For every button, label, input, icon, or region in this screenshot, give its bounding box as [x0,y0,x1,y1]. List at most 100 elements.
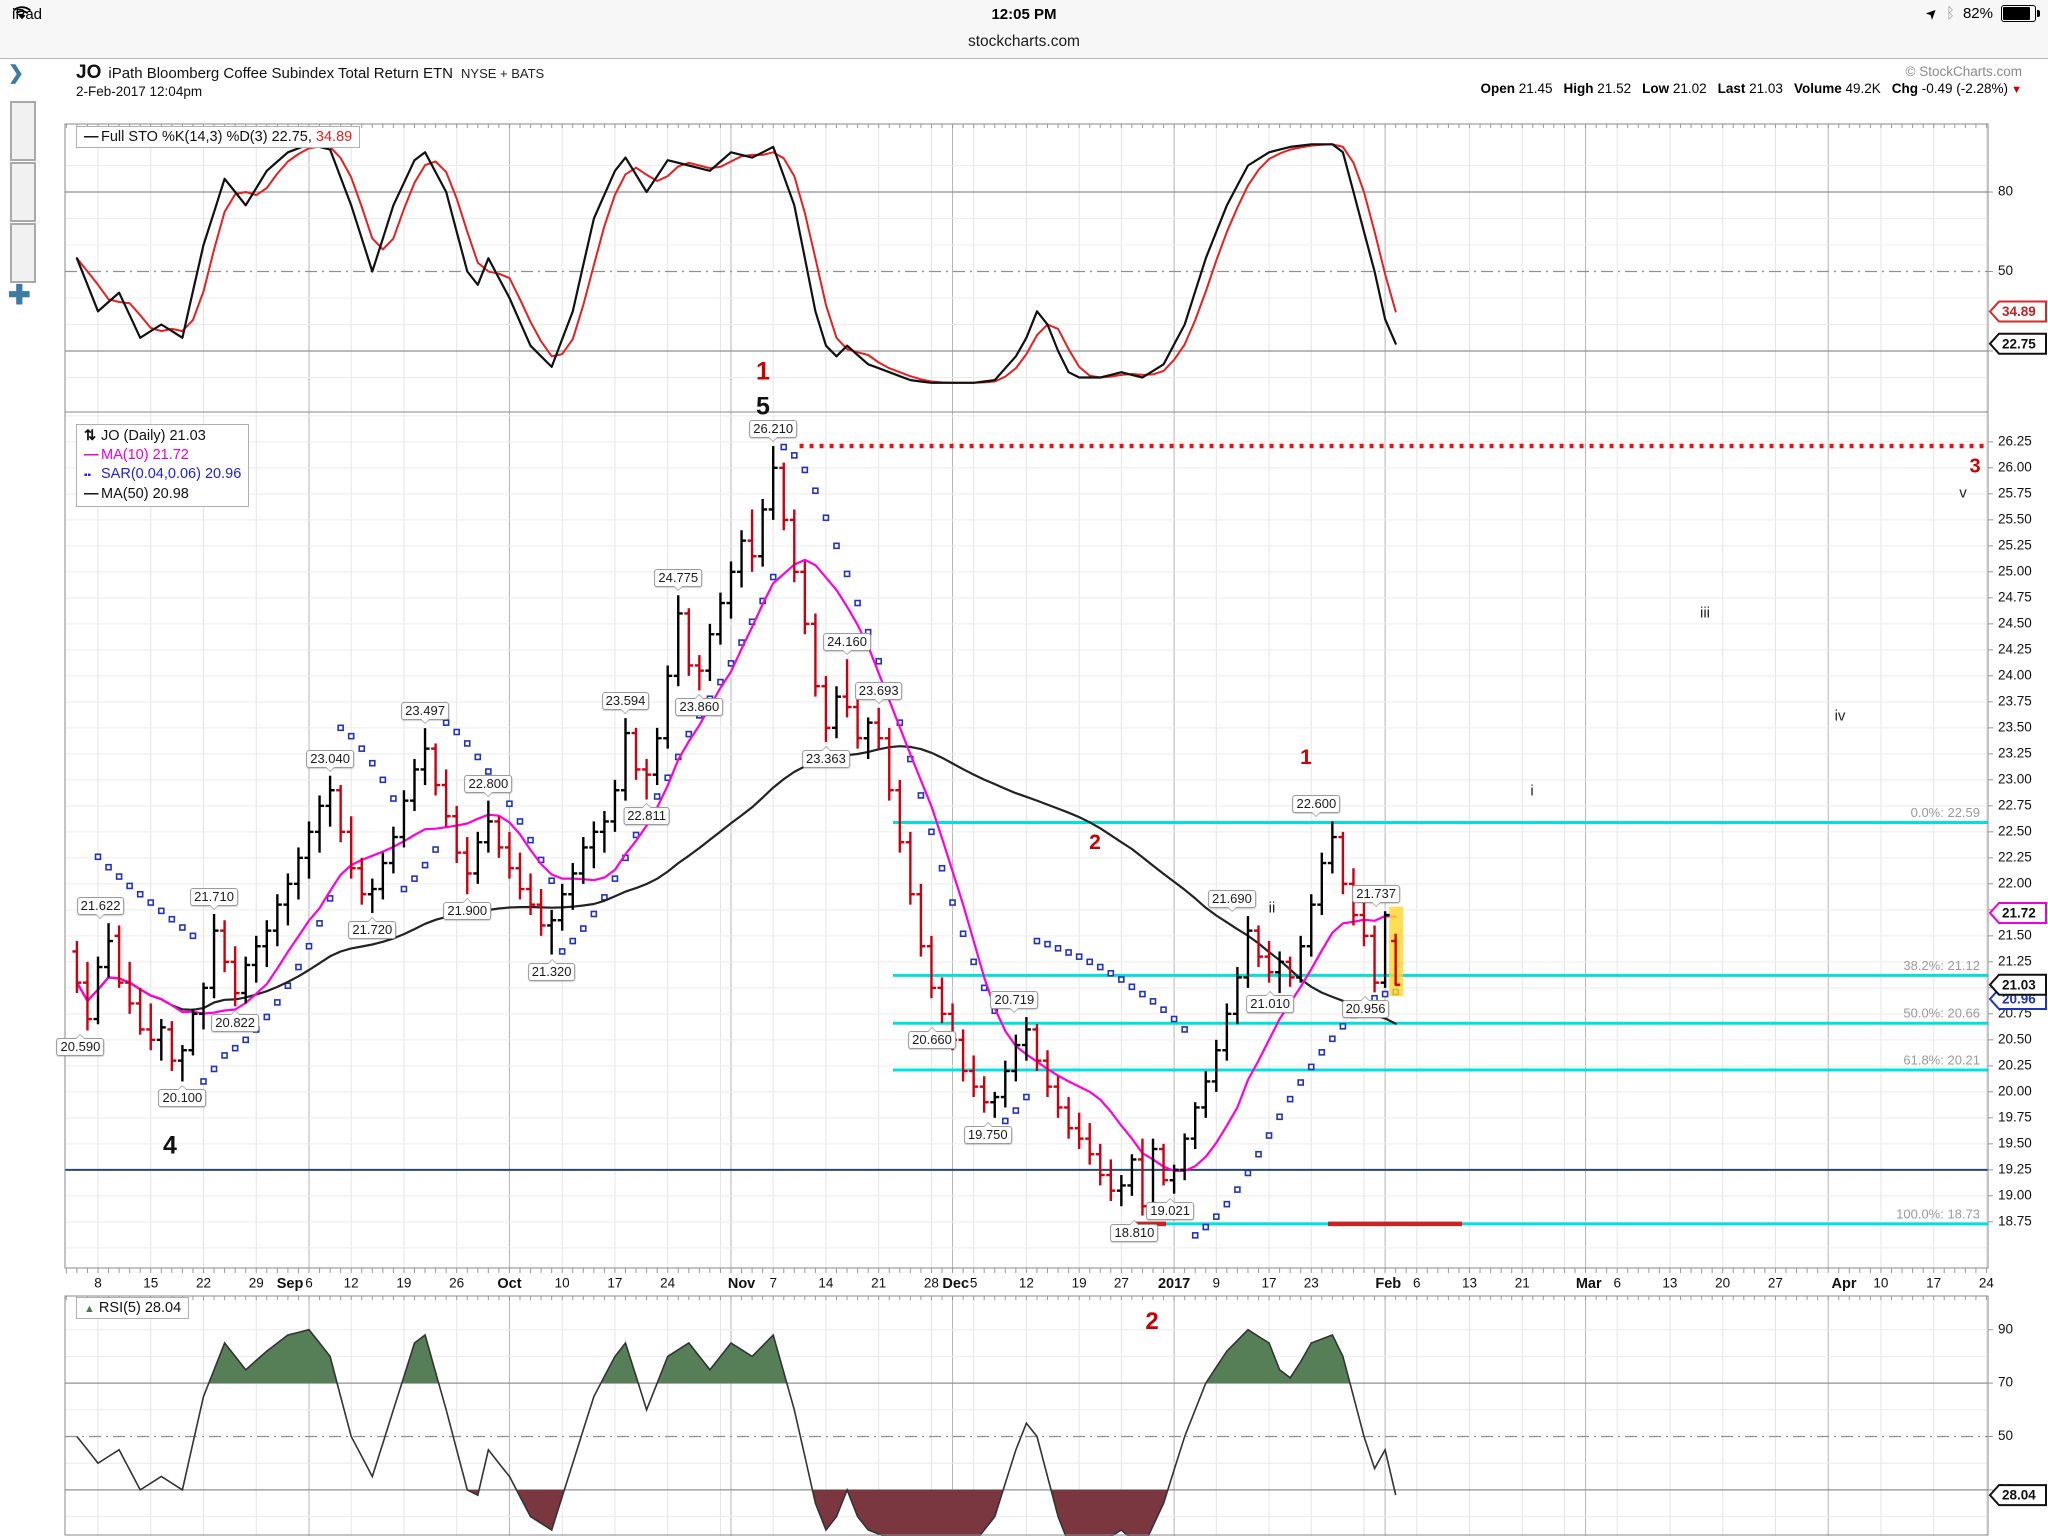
wave-label: iii [1700,604,1710,622]
rsi-legend: ▲ RSI(5) 28.04 [76,1297,190,1319]
price-label: 20.956 [1341,996,1390,1019]
rsi-value: 28.04 [144,1300,182,1316]
price-label: 21.690 [1208,890,1256,913]
svg-text:Dec: Dec [942,1276,969,1292]
svg-text:24.25: 24.25 [1998,641,2032,656]
wave-label: 4 [163,1131,177,1160]
svg-text:13: 13 [1462,1276,1477,1291]
svg-text:27: 27 [1114,1276,1129,1291]
clock: 12:05 PM [991,6,1057,23]
wave-label: iv [1834,707,1846,725]
svg-text:20.50: 20.50 [1998,1031,2032,1046]
change-down-arrow-icon: ▼ [2008,84,2022,96]
add-indicator-button[interactable]: ✚ [8,280,31,310]
wave-label: v [1959,484,1967,502]
svg-text:24.00: 24.00 [1998,667,2032,682]
price-label: 19.750 [963,1121,1012,1144]
svg-text:21.25: 21.25 [1998,953,2032,968]
stochastic-k-value: 22.75, [271,129,312,145]
rsi-legend-label: RSI(5) [98,1300,141,1316]
svg-text:19.25: 19.25 [1998,1161,2032,1176]
bluetooth-icon: ᛒ [1945,5,1955,22]
svg-text:0.0%: 22.59: 0.0%: 22.59 [1911,805,1980,820]
device-label: iPad [12,6,43,23]
svg-text:19: 19 [396,1276,411,1291]
svg-text:24.50: 24.50 [1998,615,2032,630]
status-bar: iPad 12:05 PM ➤ ᛒ 82% stockcharts.com [0,0,2048,59]
svg-text:23.50: 23.50 [1998,719,2032,734]
svg-text:17: 17 [607,1276,622,1291]
svg-text:10: 10 [1873,1276,1888,1291]
quote-low-label: Low [1642,81,1670,96]
wave-label: 1 [756,357,770,386]
svg-text:6: 6 [1613,1276,1621,1291]
price-legend-sar: SAR(0.04,0.06) 20.96 [101,466,242,482]
price-label: 23.860 [675,694,724,717]
quote-open-label: Open [1480,81,1515,96]
svg-text:19: 19 [1072,1276,1087,1291]
sidebar-expand-chevron[interactable]: ❯ [8,63,24,84]
svg-text:18.75: 18.75 [1998,1213,2032,1228]
svg-text:Mar: Mar [1576,1276,1602,1292]
svg-text:12: 12 [344,1276,359,1291]
price-label: 20.590 [56,1034,105,1057]
price-label: 22.811 [623,803,670,826]
svg-text:2017: 2017 [1158,1276,1190,1292]
svg-text:24.75: 24.75 [1998,589,2032,604]
svg-text:22.25: 22.25 [1998,849,2032,864]
wave-label: i [1530,782,1534,800]
svg-text:21.72: 21.72 [2002,906,2036,921]
panel-slot-button-3[interactable] [10,223,36,283]
svg-text:15: 15 [143,1276,158,1291]
svg-text:12: 12 [1019,1276,1034,1291]
line-swatch-icon: — [84,129,99,145]
svg-text:10: 10 [555,1276,570,1291]
price-label: 23.040 [306,749,354,772]
svg-text:50.0%: 20.66: 50.0%: 20.66 [1903,1006,1980,1021]
quote-volume-value: 49.2K [1841,81,1881,96]
wave-label: 3 [1969,455,1981,478]
price-legend-ma10: MA(10) 21.72 [101,447,189,463]
ma50-swatch-icon: — [84,486,99,502]
stockcharts-credit: © StockCharts.com [1905,64,2022,79]
stochastic-legend: — Full STO %K(14,3) %D(3) 22.75, 34.89 [76,126,361,148]
svg-text:26.00: 26.00 [1998,459,2032,474]
ohlc-icon: ⇅ [84,428,97,444]
quote-high-label: High [1563,81,1594,96]
panel-slot-button-2[interactable] [10,162,36,222]
svg-text:23: 23 [1304,1276,1319,1291]
svg-text:70: 70 [1998,1375,2013,1390]
price-legend-ma50: MA(50) 20.98 [101,486,189,502]
svg-text:25.00: 25.00 [1998,563,2032,578]
svg-text:17: 17 [1262,1276,1277,1291]
svg-text:26: 26 [449,1276,464,1291]
quote-open-value: 21.45 [1515,81,1553,96]
quote-summary: Open 21.45 High 21.52 Low 21.02 Last 21.03 V… [1469,81,2022,96]
ticker-symbol: JO [76,62,102,83]
quote-chg-label: Chg [1891,81,1918,96]
browser-site-title[interactable]: stockcharts.com [968,33,1080,50]
panel-slot-button-1[interactable] [10,101,36,161]
exchange-label: NYSE + BATS [461,66,545,81]
price-label: 24.775 [654,569,703,592]
price-label: 23.363 [802,746,850,769]
quote-high-value: 21.52 [1593,81,1632,96]
svg-text:19.75: 19.75 [1998,1109,2032,1124]
svg-text:25.50: 25.50 [1998,511,2032,526]
wave-label: 2 [1089,831,1101,854]
quote-last-value: 21.03 [1745,81,1783,96]
svg-text:6: 6 [305,1276,313,1291]
quote-low-value: 21.02 [1669,81,1707,96]
quote-last-label: Last [1717,81,1746,96]
svg-text:21: 21 [871,1276,886,1291]
price-label: 24.160 [823,633,871,656]
rsi-area-icon: ▲ [84,1303,95,1315]
price-label: 18.810 [1110,1219,1159,1242]
svg-text:20.25: 20.25 [1998,1057,2032,1072]
svg-text:28: 28 [924,1276,939,1291]
price-label: 19.021 [1146,1197,1194,1220]
battery-icon [2001,5,2040,22]
svg-text:23.25: 23.25 [1998,745,2032,760]
wave-label: ii [1268,899,1276,917]
svg-text:20: 20 [1715,1276,1730,1291]
